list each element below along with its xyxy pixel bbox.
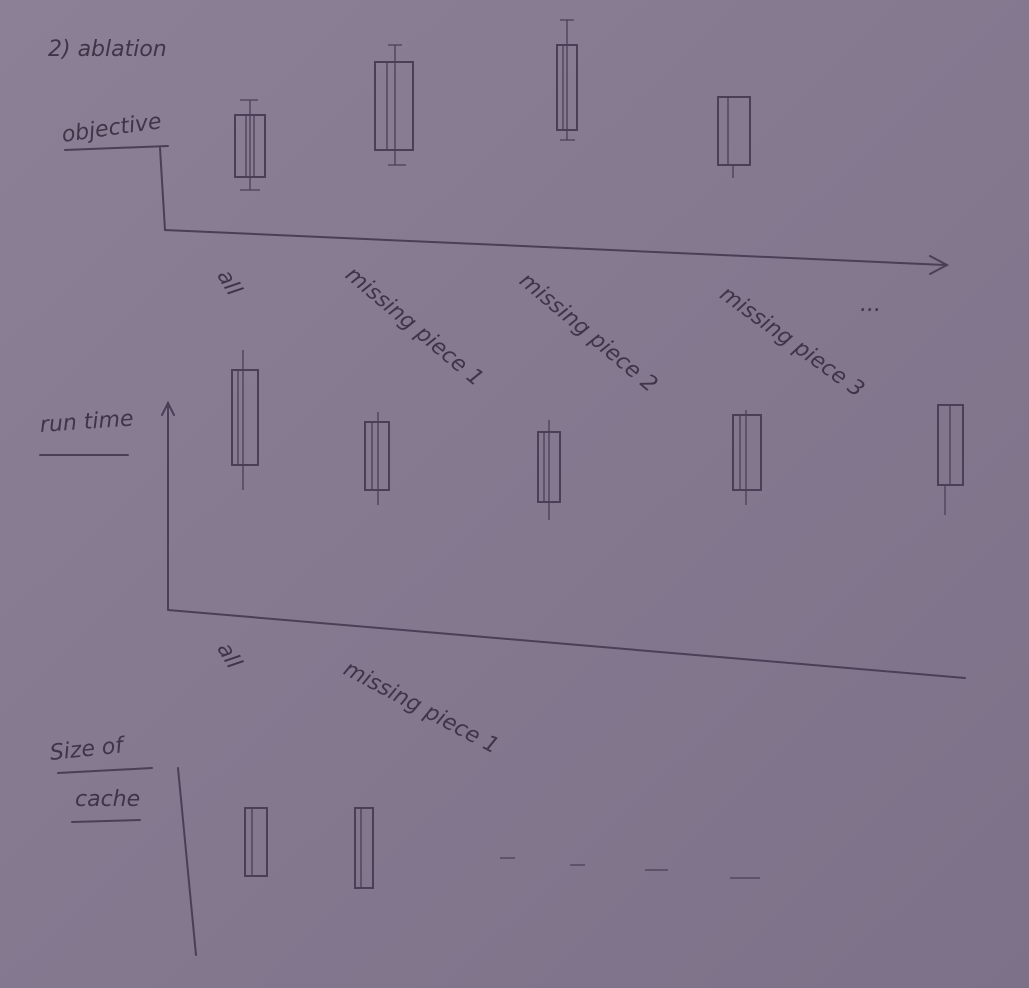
- box-sketches: [244, 807, 760, 889]
- y-label: cache: [75, 787, 140, 812]
- box-sketches: [234, 19, 751, 191]
- x-label: ...: [860, 292, 881, 317]
- axis: [161, 400, 966, 679]
- title: 2) ablation: [48, 37, 167, 62]
- underline: [57, 767, 153, 774]
- underline: [64, 145, 169, 151]
- underline: [71, 819, 141, 823]
- axis: [177, 767, 197, 956]
- box-sketches: [231, 350, 964, 520]
- axis: [159, 147, 950, 275]
